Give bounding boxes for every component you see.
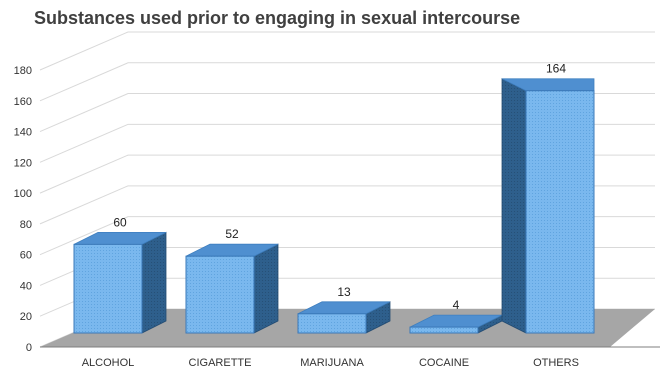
y-tick-label: 40 (20, 280, 32, 292)
data-label: 52 (225, 227, 239, 241)
bar-front-face (73, 243, 143, 334)
bar-front-face (185, 255, 255, 334)
bar-cocaine (409, 314, 503, 334)
gridline (39, 123, 655, 163)
y-tick-label: 120 (14, 157, 32, 169)
bar-side-face (141, 231, 167, 334)
bar-side-face (501, 78, 527, 334)
bar-marijuana (297, 301, 391, 334)
bar-others (501, 78, 595, 334)
x-category-label: MARIJUANA (300, 357, 364, 369)
gridline (39, 216, 655, 256)
y-tick-label: 100 (14, 188, 32, 200)
bar-front-face (525, 90, 595, 334)
data-label: 4 (453, 298, 460, 312)
bar-cigarette (185, 243, 279, 334)
bar-side-face (253, 243, 279, 334)
x-category-label: COCAINE (419, 357, 469, 369)
gridline (39, 93, 655, 133)
y-tick-label: 0 (26, 342, 32, 354)
x-category-label: CIGARETTE (189, 357, 252, 369)
y-tick-label: 140 (14, 127, 32, 139)
gridline (39, 154, 655, 194)
gridline (39, 31, 655, 71)
chart-labels-layer: 0 20 40 60 80 100 120 140 160 180 60 ALCOHOL 52 CIGAR… (14, 62, 579, 369)
y-tick-label: 80 (20, 219, 32, 231)
y-tick-label: 60 (20, 250, 32, 262)
bar-alcohol (73, 231, 167, 334)
chart-title: Substances used prior to engaging in sex… (34, 8, 521, 28)
gridline (39, 62, 655, 102)
x-category-label: OTHERS (533, 357, 579, 369)
data-label: 60 (113, 215, 127, 229)
data-label: 164 (546, 62, 566, 76)
y-tick-label: 180 (14, 65, 32, 77)
bar-front-face (297, 313, 367, 334)
chart-bars-layer (73, 78, 595, 334)
y-tick-label: 160 (14, 96, 32, 108)
data-label: 13 (337, 285, 351, 299)
y-tick-label: 20 (20, 311, 32, 323)
bar-front-face (409, 326, 479, 334)
x-category-label: ALCOHOL (82, 357, 135, 369)
gridline (39, 185, 655, 225)
